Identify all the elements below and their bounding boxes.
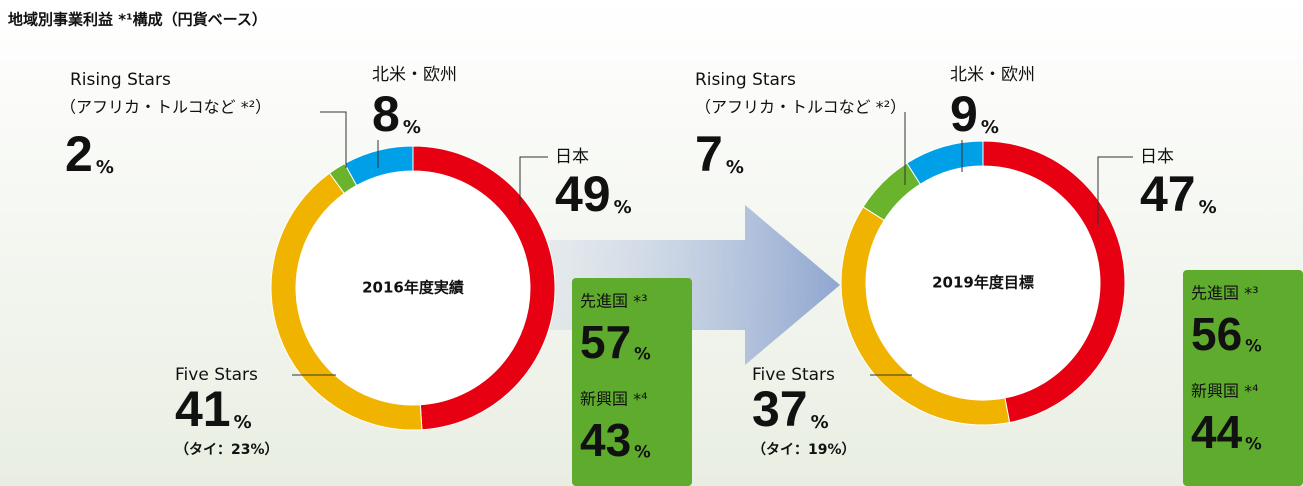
unit-label: %: [634, 345, 651, 364]
split-box: [572, 278, 692, 486]
center-label: 2016年度実績: [362, 279, 464, 297]
category-label: 北米・欧州: [950, 65, 1035, 85]
value-label: 9: [950, 86, 978, 142]
value-label: 8: [372, 86, 400, 142]
category-note: （アフリカ・トルコなど *²）: [60, 98, 271, 117]
leader-line: [1097, 156, 1133, 225]
split-box: [1183, 270, 1303, 486]
leader-line: [519, 156, 548, 205]
unit-label: %: [634, 443, 651, 462]
value-label: 56: [1191, 308, 1242, 360]
value-label: 44: [1191, 406, 1243, 458]
split-label: 先進国 *³: [1191, 284, 1259, 303]
category-note: （タイ：23%）: [175, 442, 279, 458]
donut-hole: [296, 171, 530, 405]
value-label: 7: [695, 126, 723, 182]
value-label: 43: [580, 414, 631, 466]
value-label: 49: [555, 166, 611, 222]
unit-label: %: [1199, 197, 1217, 218]
category-label: 日本: [1140, 147, 1174, 167]
split-label: 先進国 *³: [580, 292, 648, 311]
unit-label: %: [234, 412, 252, 433]
value-label: 41: [175, 381, 231, 437]
unit-label: %: [403, 117, 421, 138]
value-label: 37: [752, 381, 808, 437]
unit-label: %: [1245, 337, 1262, 356]
category-note: （タイ：19%）: [752, 442, 856, 458]
unit-label: %: [811, 412, 829, 433]
unit-label: %: [981, 117, 999, 138]
category-label: 北米・欧州: [372, 65, 457, 85]
value-label: 2: [65, 126, 93, 182]
leader-line: [320, 111, 347, 168]
unit-label: %: [726, 157, 744, 178]
category-label: 日本: [555, 147, 589, 167]
unit-label: %: [96, 157, 114, 178]
center-label: 2019年度目標: [932, 274, 1034, 292]
page-title: 地域別事業利益 *¹構成（円貨ベース）: [8, 11, 267, 29]
value-label: 57: [580, 316, 631, 368]
category-label: Five Stars: [175, 365, 258, 385]
split-label: 新興国 *⁴: [1191, 382, 1259, 401]
category-label: Rising Stars: [70, 70, 171, 90]
category-note: （アフリカ・トルコなど *²）: [695, 98, 906, 117]
category-label: Rising Stars: [695, 70, 796, 90]
value-label: 47: [1140, 166, 1196, 222]
donut-hole: [866, 166, 1100, 400]
unit-label: %: [1245, 435, 1262, 454]
split-label: 新興国 *⁴: [580, 390, 648, 409]
category-label: Five Stars: [752, 365, 835, 385]
unit-label: %: [614, 197, 632, 218]
